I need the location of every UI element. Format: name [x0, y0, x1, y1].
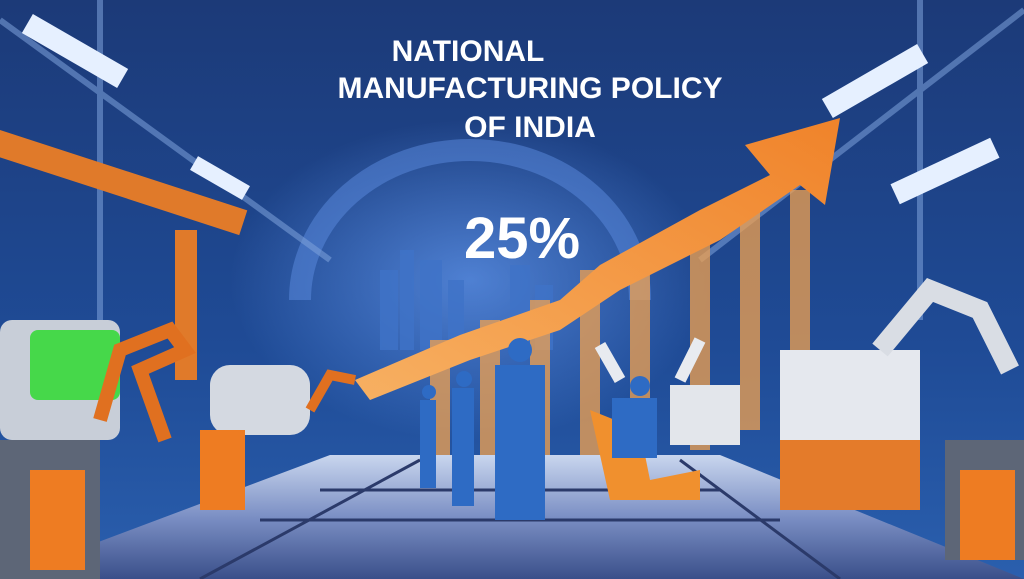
- highlight-figure: 25%: [464, 206, 580, 271]
- title-line: NATIONAL: [392, 35, 545, 68]
- title-line: MANUFACTURING POLICY: [338, 72, 723, 105]
- title-line: OF INDIA: [464, 111, 596, 144]
- workers: [420, 338, 657, 520]
- machines: [0, 278, 1024, 579]
- title: NATIONAL MANUFACTURING POLICY OF INDIA: [338, 35, 723, 144]
- growth-arrow: [355, 118, 840, 460]
